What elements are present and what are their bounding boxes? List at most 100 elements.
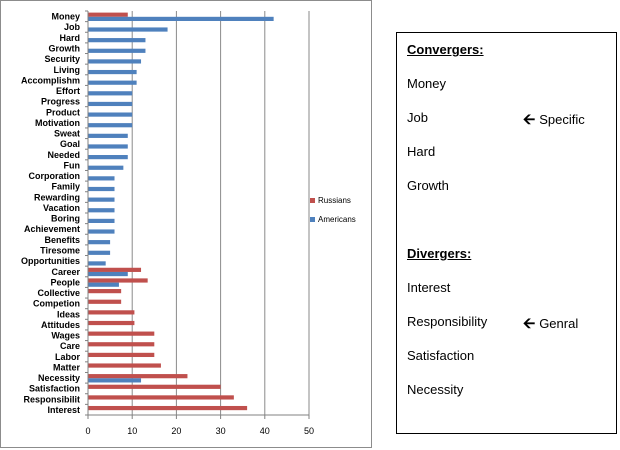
category-label: Boring [51,214,80,224]
diverger-item-necessity: Necessity [407,382,464,397]
category-label: Career [51,267,80,277]
category-label: Care [60,341,80,351]
x-tick-label: 20 [171,426,181,436]
genral-annotation: 🡨 Genral [523,313,578,338]
bar-americans [88,16,274,21]
category-label: Wages [51,331,80,341]
chart-panel [0,0,372,448]
x-tick-label: 40 [260,426,270,436]
x-tick-label: 30 [216,426,226,436]
category-label: Rewarding [34,192,80,202]
converger-item-hard: Hard [407,144,436,159]
category-label: Needed [47,150,80,160]
category-label: Corporation [29,171,81,181]
category-label: Effort [56,86,80,96]
bar-americans [88,229,115,234]
legend-label-americans: Americans [318,215,356,224]
diverger-item-satisfaction: Satisfaction [407,348,475,363]
category-label: Motivation [35,118,80,128]
x-tick-label: 0 [85,426,90,436]
bar-americans [88,240,111,245]
bar-russians [88,278,148,283]
bar-russians [88,299,122,304]
bar-americans [88,112,133,117]
category-label: Labor [55,352,80,362]
left-arrow-icon: 🡨 [523,111,536,128]
category-label: Vacation [43,203,80,213]
legend-swatch-americans [310,217,315,222]
bar-americans [88,197,115,202]
notes-panel: Convergers: Money Job 🡨 Specific Hard Gro… [396,32,617,434]
category-label: Accomplishm [21,75,80,85]
bar-russians [88,395,234,400]
bar-americans [88,101,133,107]
bar-russians [88,310,135,315]
category-label: Security [44,54,80,64]
bar-americans [88,133,128,138]
converger-item-growth: Growth [407,178,449,193]
bar-russians [88,384,221,389]
category-label: Necessity [38,373,80,383]
category-label: Fun [64,160,81,170]
category-label: People [50,277,80,287]
bar-russians [88,267,142,272]
converger-item-money: Money [407,76,447,91]
convergers-heading: Convergers: [407,42,484,57]
diverger-item-responsibility: Responsibility [407,314,488,329]
bar-americans [88,250,111,255]
bar-americans [88,59,142,64]
bar-americans [88,38,146,43]
category-label: Responsibilit [23,394,80,404]
x-tick-label: 50 [304,426,314,436]
category-label: Family [51,182,80,192]
bar-russians [88,331,155,336]
bar-russians [88,352,155,358]
category-label: Ideas [57,309,80,319]
category-label: Tiresome [40,246,80,256]
bar-americans [88,176,115,181]
category-label: Sweat [54,129,80,139]
category-label: Product [46,107,80,117]
bar-americans [88,48,146,53]
bar-americans [88,261,106,266]
bar-russians [88,12,128,17]
bar-russians [88,320,135,326]
category-label: Hard [59,33,80,43]
diverger-item-interest: Interest [407,280,451,295]
category-label: Progress [41,97,80,107]
genral-label: Genral [539,316,579,331]
bar-russians [88,374,188,379]
category-label: Opportunities [21,256,80,266]
category-label: Matter [53,362,81,372]
bar-americans [88,27,168,32]
bar-americans [88,208,115,213]
bar-americans [88,144,128,149]
x-tick-label: 10 [127,426,137,436]
category-label: Benefits [44,235,80,245]
specific-label: Specific [539,112,585,127]
category-label: Living [54,65,81,75]
category-label: Money [51,12,80,22]
bar-americans [88,123,133,128]
bar-americans [88,218,115,223]
category-label: Collective [37,288,80,298]
bar-americans [88,271,128,277]
bar-americans [88,165,124,170]
bar-chart: 0 10 20 30 40 50 MoneyJobHardGrowthSecurityLiv… [21,10,356,436]
category-label: Competion [33,299,80,309]
category-label: Job [64,22,81,32]
category-label: Goal [60,139,80,149]
bar-americans [88,378,142,383]
bar-americans [88,155,128,160]
category-label: Growth [49,44,81,54]
bar-russians [88,363,161,368]
divergers-heading: Divergers: [407,246,472,261]
category-label: Attitudes [41,320,80,330]
category-label: Interest [47,405,80,415]
bar-americans [88,282,119,287]
bar-americans [88,186,115,192]
bar-americans [88,80,137,85]
bar-russians [88,289,122,294]
category-label: Achievement [24,224,80,234]
bar-americans [88,69,137,75]
